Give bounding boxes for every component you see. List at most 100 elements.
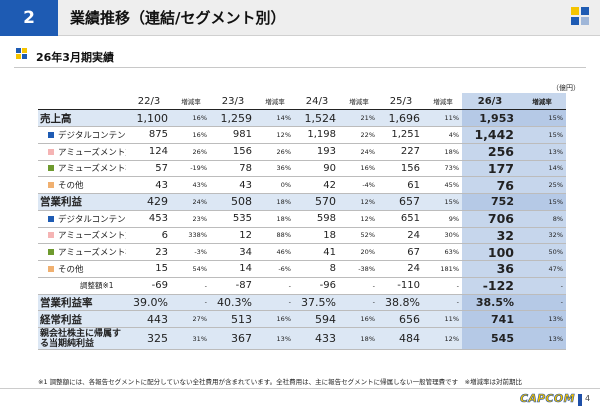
cell-rate: -: [518, 294, 566, 312]
cell-value: 61: [378, 176, 424, 194]
subtitle-marker-4: [22, 54, 27, 59]
cell-rate: 30%: [424, 227, 462, 245]
cell-value: 981: [210, 126, 256, 144]
cell-value: 513: [210, 310, 256, 328]
cell-value: 429: [126, 193, 172, 211]
cell-value: 8: [294, 260, 340, 278]
cell-value: 1,953: [462, 109, 518, 127]
cell-rate: 16%: [172, 126, 210, 144]
cell-value: 76: [462, 176, 518, 194]
row-label-text: アミューズメント施設: [58, 147, 126, 158]
cell-value: 124: [126, 143, 172, 161]
row-label-text: 親会社株主に帰属する当期純利益: [40, 328, 122, 349]
table-row: その他 15 54% 14 -6% 8 -38% 24 181% 36 47%: [38, 260, 566, 278]
cell-value: 100: [462, 243, 518, 261]
cell-rate: 63%: [424, 243, 462, 261]
cell-value: 14: [210, 260, 256, 278]
cell-value: 6: [126, 227, 172, 245]
cell-rate: 15%: [518, 126, 566, 144]
cell-rate: -: [340, 294, 378, 312]
table-header-row: 22/3 増減率 23/3 増減率 24/3 増減率 25/3 増減率 26/3…: [38, 93, 566, 111]
cell-value: 38.5%: [462, 294, 518, 312]
cell-rate: 14%: [518, 160, 566, 178]
header-rate: 増減率: [172, 93, 210, 111]
cell-rate: 45%: [424, 176, 462, 194]
table-row: その他 43 43% 43 0% 42 -4% 61 45% 76 25%: [38, 176, 566, 194]
cell-rate: 26%: [256, 143, 294, 161]
cell-rate: 16%: [172, 109, 210, 127]
page-title: 業績推移（連結/セグメント別）: [70, 9, 286, 27]
cell-rate: 32%: [518, 227, 566, 245]
row-label: アミューズメント施設: [38, 143, 126, 161]
subtitle-marker-3: [16, 54, 21, 59]
cell-value: 706: [462, 210, 518, 228]
row-label-text: 売上高: [40, 112, 72, 125]
cell-value: 656: [378, 310, 424, 328]
row-label: 親会社株主に帰属する当期純利益: [38, 327, 126, 350]
cell-rate: 47%: [518, 260, 566, 278]
cell-value: 34: [210, 243, 256, 261]
cell-value: 875: [126, 126, 172, 144]
cell-value: 598: [294, 210, 340, 228]
cell-value: 32: [462, 227, 518, 245]
cell-rate: 27%: [172, 310, 210, 328]
row-label: アミューズメント機器: [38, 243, 126, 261]
cell-rate: 73%: [424, 160, 462, 178]
cell-value: 40.3%: [210, 294, 256, 312]
row-label-text: 経常利益: [40, 313, 82, 326]
row-label: その他: [38, 260, 126, 278]
table-row: 売上高 1,100 16% 1,259 14% 1,524 21% 1,696 11% 1,953…: [38, 109, 566, 127]
row-label-text: アミューズメント機器: [58, 164, 126, 175]
cell-value: 37.5%: [294, 294, 340, 312]
header-blank: [38, 93, 126, 111]
row-label: デジタルコンテンツ: [38, 126, 126, 144]
cell-rate: 11%: [424, 109, 462, 127]
cell-value: 38.8%: [378, 294, 424, 312]
cell-rate: -6%: [256, 260, 294, 278]
cell-rate: 12%: [340, 193, 378, 211]
subtitle-divider: [14, 67, 586, 68]
cell-rate: 22%: [340, 126, 378, 144]
row-label-text: 調整額※1: [80, 281, 114, 291]
row-label: 経常利益: [38, 310, 126, 328]
cell-value: 24: [378, 260, 424, 278]
cell-rate: -: [424, 277, 462, 295]
unit-label: （億円）: [552, 84, 580, 92]
cell-rate: -: [518, 277, 566, 295]
cell-value: 193: [294, 143, 340, 161]
cell-value: 43: [126, 176, 172, 194]
row-label: アミューズメント施設: [38, 227, 126, 245]
cell-rate: 36%: [256, 160, 294, 178]
table-row: 親会社株主に帰属する当期純利益 325 31% 367 13% 433 18% 484 12% 5…: [38, 327, 566, 350]
segment-marker-icon: [48, 182, 54, 189]
cell-rate: 20%: [340, 243, 378, 261]
cell-rate: 52%: [340, 227, 378, 245]
cell-rate: 88%: [256, 227, 294, 245]
cell-rate: 181%: [424, 260, 462, 278]
cell-rate: 12%: [256, 126, 294, 144]
cell-rate: 13%: [518, 310, 566, 328]
cell-rate: 31%: [172, 327, 210, 350]
cell-value: 227: [378, 143, 424, 161]
cell-value: 570: [294, 193, 340, 211]
cell-rate: -3%: [172, 243, 210, 261]
cell-rate: 0%: [256, 176, 294, 194]
cell-rate: 50%: [518, 243, 566, 261]
cell-value: 42: [294, 176, 340, 194]
cell-rate: 24%: [340, 143, 378, 161]
header-rate-current: 増減率: [518, 93, 566, 111]
cell-value: 545: [462, 327, 518, 350]
row-label-text: その他: [58, 264, 84, 275]
row-label-text: アミューズメント施設: [58, 231, 126, 242]
cell-rate: -: [424, 294, 462, 312]
cell-value: 433: [294, 327, 340, 350]
cell-rate: -: [340, 277, 378, 295]
cell-rate: 15%: [424, 193, 462, 211]
cell-value: -110: [378, 277, 424, 295]
header-logo-square-4: [581, 17, 589, 25]
cell-value: 443: [126, 310, 172, 328]
cell-rate: 24%: [172, 193, 210, 211]
cell-value: 18: [294, 227, 340, 245]
